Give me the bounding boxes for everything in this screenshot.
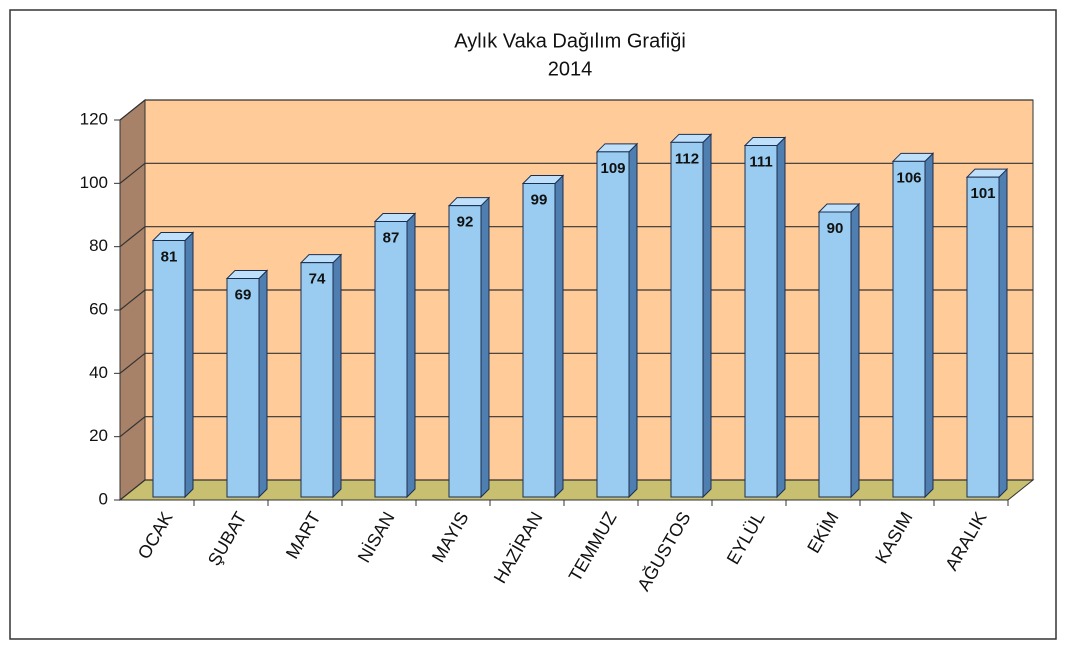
- data-label: 87: [383, 229, 400, 246]
- bar: [596, 151, 630, 498]
- bar: [670, 141, 704, 498]
- grid-line: [119, 99, 1033, 121]
- bar-side: [554, 174, 564, 499]
- bar-side: [480, 196, 490, 499]
- bar: [966, 176, 1000, 498]
- grid-line: [119, 479, 1033, 501]
- y-tick-label: 100: [80, 173, 108, 192]
- y-tick-label: 40: [89, 363, 108, 382]
- data-label: 101: [970, 185, 995, 202]
- bar-side: [924, 152, 934, 499]
- bar-side: [850, 202, 860, 499]
- grid-line: [119, 289, 1033, 311]
- y-tick-label: 80: [89, 236, 108, 255]
- y-tick-label: 60: [89, 299, 108, 318]
- bar: [374, 221, 408, 498]
- data-label: 69: [235, 286, 252, 303]
- bar: [448, 205, 482, 498]
- y-tick-label: 120: [80, 109, 108, 128]
- bar-side: [702, 133, 712, 499]
- bar-side: [628, 142, 638, 499]
- bar: [152, 240, 186, 498]
- grid-line: [119, 162, 1033, 184]
- bar: [300, 262, 334, 498]
- bar-side: [776, 136, 786, 499]
- data-label: 106: [896, 169, 921, 186]
- data-label: 81: [161, 248, 178, 265]
- bar-side: [184, 231, 194, 499]
- bar: [522, 183, 556, 498]
- bar: [892, 160, 926, 498]
- data-label: 74: [309, 271, 326, 288]
- bar-side: [998, 167, 1008, 499]
- data-label: 92: [457, 214, 474, 231]
- bar: [744, 145, 778, 498]
- y-tick-label: 0: [99, 489, 108, 508]
- data-label: 99: [531, 191, 548, 208]
- bar-side: [406, 212, 416, 499]
- data-label: 112: [675, 150, 699, 167]
- bar-side: [258, 269, 268, 499]
- data-label: 111: [749, 153, 772, 170]
- grid-line: [119, 352, 1033, 374]
- chart-title: Aylık Vaka Dağılım Grafiği: [454, 30, 686, 52]
- bar: [226, 278, 260, 498]
- data-label: 109: [600, 160, 625, 177]
- data-label: 90: [827, 220, 844, 237]
- chart-subtitle: 2014: [548, 58, 593, 80]
- grid-line: [119, 226, 1033, 248]
- y-tick-label: 20: [89, 426, 108, 445]
- bar: [818, 211, 852, 498]
- bar-side: [332, 253, 342, 499]
- grid-line: [119, 416, 1033, 438]
